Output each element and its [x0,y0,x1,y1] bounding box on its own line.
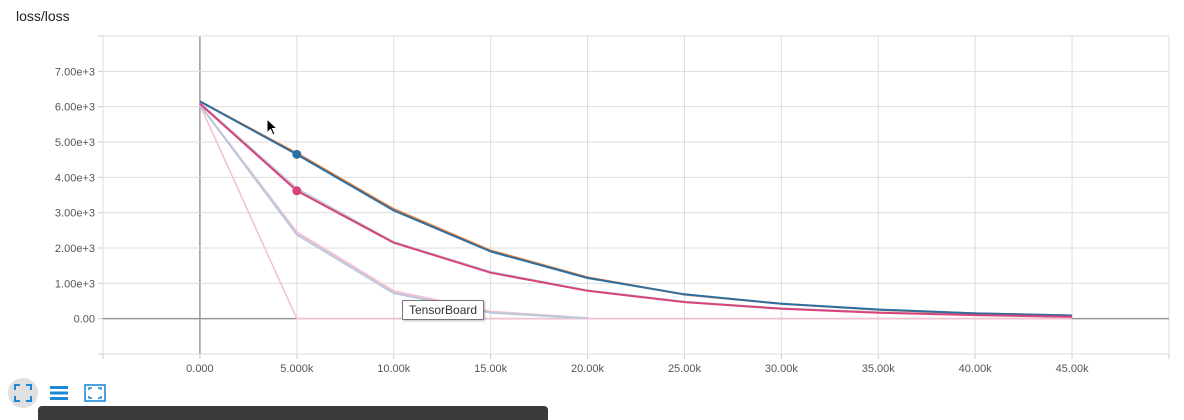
y-tick-label: 1.00e+3 [55,278,95,290]
loss-chart[interactable]: 0.00 1.00e+3 2.00e+3 3.00e+3 4.00e+3 5.00e+3 6… [0,0,1184,372]
bottom-panel-edge [38,406,548,420]
series-marker [292,149,302,159]
x-tick-label: 30.00k [765,363,799,372]
x-tick-label: 5.000k [280,363,314,372]
fit-domain-button[interactable] [8,378,38,408]
y-tick-label: 4.00e+3 [55,172,95,184]
fit-domain-icon [14,384,32,402]
y-tick-label: 0.00 [74,314,95,326]
expand-button[interactable] [80,378,110,408]
log-scale-list-icon [50,386,68,400]
series-marker [292,186,302,196]
x-tick-label: 25.00k [668,363,702,372]
series-line [199,104,1073,320]
y-tick-label: 7.00e+3 [55,66,95,78]
series-line [199,100,1073,317]
x-tick-label: 40.00k [959,363,993,372]
x-tick-label: 45.00k [1056,363,1090,372]
y-tick-label: 5.00e+3 [55,137,95,149]
y-tick-label: 2.00e+3 [55,243,95,255]
expand-icon [84,384,106,402]
y-tick-label: 3.00e+3 [55,208,95,220]
x-tick-label: 35.00k [862,363,896,372]
log-scale-button[interactable] [44,378,74,408]
chart-toolbar [8,378,110,408]
x-tick-label: 0.000 [186,363,214,372]
tooltip: TensorBoard [402,300,485,320]
y-tick-label: 6.00e+3 [55,102,95,114]
x-tick-label: 15.00k [474,363,508,372]
chart-title: loss/loss [16,8,70,24]
x-tick-label: 20.00k [571,363,605,372]
series-line [199,104,588,320]
mouse-cursor-icon [266,118,279,136]
x-tick-label: 10.00k [377,363,411,372]
series-line [199,103,1073,318]
